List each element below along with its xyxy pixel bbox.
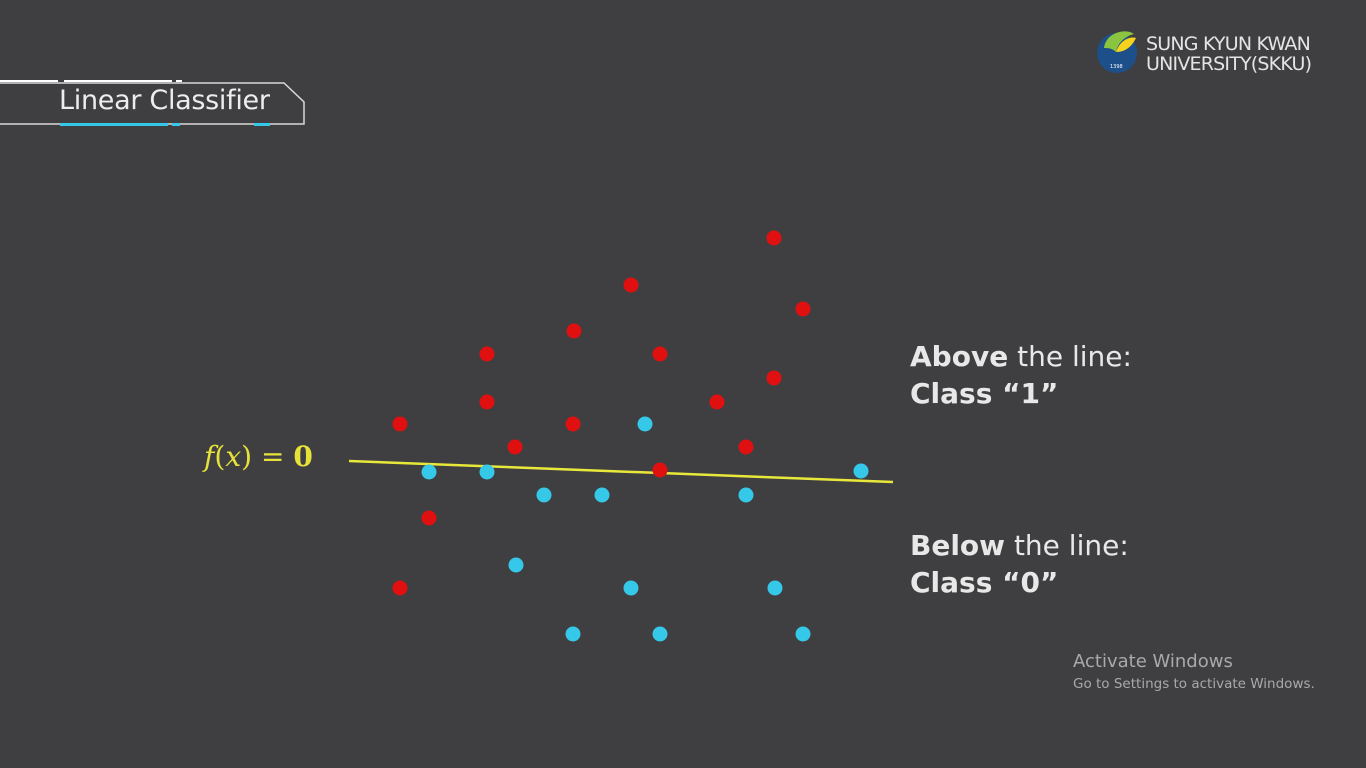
eq-x: x bbox=[225, 440, 242, 473]
logo-line1: SUNG KYUN KWAN bbox=[1146, 33, 1311, 55]
class1-point-9 bbox=[709, 394, 725, 410]
ginkgo-emblem-icon: 1398 bbox=[1097, 31, 1137, 73]
activate-windows-watermark: Activate Windows Go to Settings to activ… bbox=[1073, 651, 1315, 695]
boundary-equation: f(x) = 0 bbox=[204, 440, 313, 473]
university-logo: 1398 SUNG KYUN KWAN UNIVERSITY(SKKU) bbox=[1096, 26, 1336, 80]
class0-point-12 bbox=[652, 626, 668, 642]
class0-point-13 bbox=[795, 626, 811, 642]
eq-equals: = bbox=[260, 440, 285, 473]
above-line-note: Above the line: Class “1” bbox=[910, 338, 1132, 412]
above-note-rest: the line: bbox=[1008, 340, 1132, 373]
class1-point-6 bbox=[652, 346, 668, 362]
slide-title: Linear Classifier bbox=[59, 85, 270, 116]
class0-point-2 bbox=[421, 464, 437, 480]
eq-f: f bbox=[204, 440, 215, 473]
above-note-bold: Above bbox=[910, 340, 1009, 373]
class0-point-8 bbox=[508, 557, 524, 573]
class0-point-4 bbox=[853, 463, 869, 479]
below-note-class: Class “0” bbox=[910, 566, 1059, 599]
class1-point-2 bbox=[623, 277, 639, 293]
class1-point-12 bbox=[507, 439, 523, 455]
eq-close-paren: ) bbox=[241, 440, 253, 473]
class1-point-7 bbox=[766, 370, 782, 386]
below-note-bold: Below bbox=[910, 529, 1006, 562]
title-tag bbox=[0, 80, 306, 126]
class0-point-1 bbox=[637, 416, 653, 432]
eq-zero: 0 bbox=[293, 440, 313, 473]
class1-point-3 bbox=[795, 301, 811, 317]
class1-point-5 bbox=[479, 346, 495, 362]
decision-boundary-line bbox=[348, 459, 894, 484]
title-tag-frame bbox=[0, 80, 305, 126]
class1-point-4 bbox=[566, 323, 582, 339]
watermark-title: Activate Windows bbox=[1073, 651, 1233, 672]
class1-point-8 bbox=[479, 394, 495, 410]
class1-point-16 bbox=[392, 580, 408, 596]
class1-point-11 bbox=[565, 416, 581, 432]
class1-point-14 bbox=[652, 462, 668, 478]
logo-line2: UNIVERSITY(SKKU) bbox=[1146, 53, 1312, 75]
data-points bbox=[392, 230, 869, 642]
class0-point-6 bbox=[594, 487, 610, 503]
watermark-subtitle: Go to Settings to activate Windows. bbox=[1073, 676, 1315, 692]
logo-year: 1398 bbox=[1110, 64, 1123, 70]
eq-open-paren: ( bbox=[214, 440, 226, 473]
above-note-class: Class “1” bbox=[910, 377, 1059, 410]
class0-point-5 bbox=[536, 487, 552, 503]
class0-point-11 bbox=[565, 626, 581, 642]
class0-point-9 bbox=[623, 580, 639, 596]
class1-point-13 bbox=[738, 439, 754, 455]
below-line-note: Below the line: Class “0” bbox=[910, 527, 1129, 601]
logo-wordmark: SUNG KYUN KWAN UNIVERSITY(SKKU) bbox=[1146, 33, 1312, 75]
below-note-rest: the line: bbox=[1005, 529, 1129, 562]
class0-point-10 bbox=[767, 580, 783, 596]
class0-point-3 bbox=[479, 464, 495, 480]
class1-point-10 bbox=[392, 416, 408, 432]
class1-point-15 bbox=[421, 510, 437, 526]
class1-point-1 bbox=[766, 230, 782, 246]
class0-point-7 bbox=[738, 487, 754, 503]
